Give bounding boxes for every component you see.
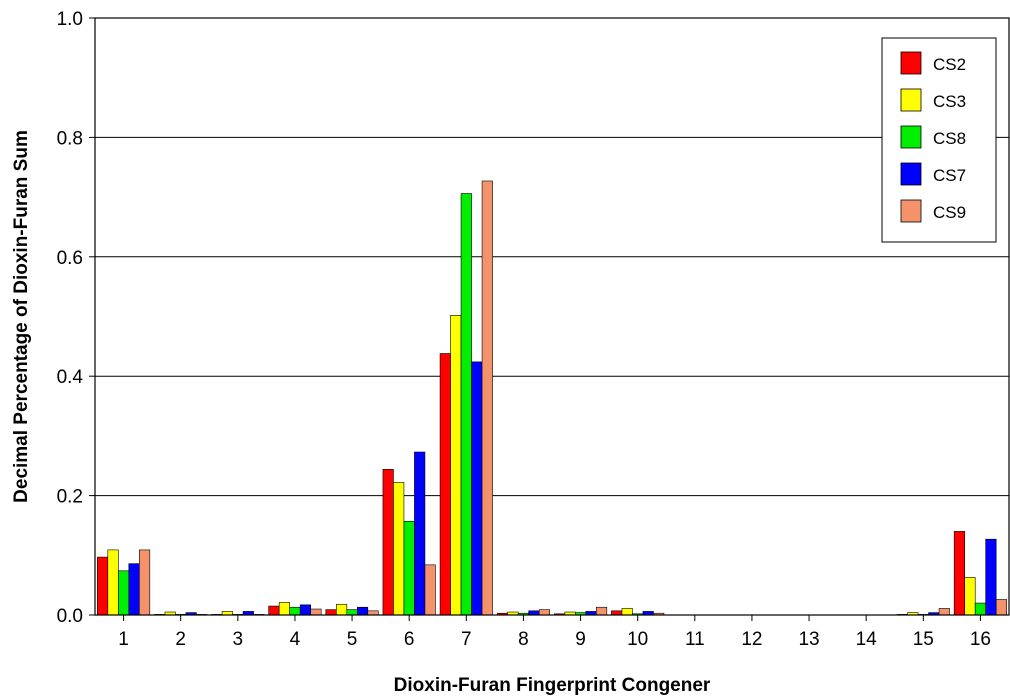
bar-cs9-1 bbox=[139, 549, 151, 616]
legend-label-cs8: CS8 bbox=[933, 129, 966, 148]
x-tick-label: 6 bbox=[404, 629, 415, 650]
x-tick-label: 9 bbox=[575, 629, 586, 650]
bar-cs7-1 bbox=[128, 563, 140, 616]
gridlines bbox=[95, 136, 1009, 497]
legend-swatch-cs9 bbox=[900, 199, 922, 223]
bar-cs3-1 bbox=[107, 549, 119, 616]
bar-cs9-16 bbox=[995, 599, 1007, 616]
y-tick-label: 0.6 bbox=[57, 248, 83, 269]
y-axis-title: Decimal Percentage of Dioxin-Furan Sum bbox=[11, 130, 32, 503]
bar-cs2-5 bbox=[325, 609, 337, 616]
legend-swatch-cs3 bbox=[900, 88, 922, 112]
x-tick-label: 2 bbox=[175, 629, 186, 650]
bar-cs3-7 bbox=[450, 315, 462, 616]
bar-cs3-4 bbox=[278, 602, 290, 616]
bar-cs9-4 bbox=[310, 608, 322, 616]
y-tick-label: 0.0 bbox=[57, 606, 83, 627]
bar-cs7-8 bbox=[528, 610, 540, 616]
x-tick-label: 13 bbox=[798, 629, 819, 650]
x-tick-label: 10 bbox=[627, 629, 648, 650]
x-axis-title: Dioxin-Furan Fingerprint Congener bbox=[394, 675, 711, 696]
bar-cs8-4 bbox=[289, 606, 301, 616]
y-tick-label: 0.8 bbox=[57, 128, 83, 149]
x-axis-ticks: 1 2 3 4 5 6 7 8 9 10 11 12 13 14 15 16 bbox=[118, 615, 991, 650]
x-tick-label: 15 bbox=[913, 629, 934, 650]
legend-label-cs2: CS2 bbox=[933, 55, 966, 74]
bar-cs3-6 bbox=[393, 482, 405, 616]
x-tick-label: 1 bbox=[118, 629, 129, 650]
bar-cs9-15 bbox=[938, 608, 950, 616]
bar-cs2-7 bbox=[439, 353, 451, 616]
bar-cs2-1 bbox=[97, 556, 109, 616]
bar-cs2-10 bbox=[611, 610, 623, 616]
bar-cs8-5 bbox=[346, 609, 358, 616]
bar-cs2-16 bbox=[953, 531, 965, 616]
bar-cs7-16 bbox=[985, 538, 997, 616]
bar-cs2-4 bbox=[268, 605, 280, 616]
y-tick-label: 1.0 bbox=[57, 9, 83, 30]
bar-cs3-16 bbox=[964, 577, 976, 616]
x-tick-label: 8 bbox=[518, 629, 529, 650]
bar-cs8-1 bbox=[118, 570, 130, 616]
bar-cs7-6 bbox=[414, 451, 426, 616]
legend-swatch-cs7 bbox=[900, 162, 922, 186]
bar-cs7-7 bbox=[471, 361, 483, 616]
x-tick-label: 11 bbox=[685, 629, 705, 650]
legend-label-cs7: CS7 bbox=[933, 166, 966, 185]
y-axis-ticks: 0.0 0.2 0.4 0.6 0.8 1.0 bbox=[57, 9, 95, 627]
bar-cs2-6 bbox=[382, 469, 394, 616]
legend-swatch-cs8 bbox=[900, 125, 922, 149]
x-tick-label: 12 bbox=[741, 629, 762, 650]
legend-label-cs3: CS3 bbox=[933, 92, 966, 111]
x-tick-label: 16 bbox=[970, 629, 991, 650]
bar-cs8-16 bbox=[974, 602, 986, 616]
bar-cs3-5 bbox=[336, 603, 348, 616]
bar-cs8-6 bbox=[403, 520, 415, 616]
plot-area bbox=[94, 17, 1010, 616]
bar-cs9-5 bbox=[367, 610, 379, 616]
x-tick-label: 5 bbox=[347, 629, 358, 650]
legend-label-cs9: CS9 bbox=[933, 203, 966, 222]
bar-cs8-7 bbox=[460, 193, 472, 616]
bar-cs9-9 bbox=[596, 606, 608, 616]
x-tick-label: 7 bbox=[461, 629, 472, 650]
x-tick-label: 3 bbox=[233, 629, 244, 650]
bar-cs7-4 bbox=[299, 604, 311, 616]
bar-cs9-6 bbox=[424, 564, 436, 616]
bars bbox=[97, 180, 1007, 616]
bar-cs9-8 bbox=[538, 609, 550, 616]
bar-cs9-7 bbox=[481, 180, 493, 616]
legend: CS2 CS3 CS8 CS7 CS9 bbox=[881, 37, 997, 243]
legend-swatch-cs2 bbox=[900, 51, 922, 75]
bar-cs3-10 bbox=[621, 608, 633, 616]
y-tick-label: 0.4 bbox=[57, 367, 84, 388]
y-tick-label: 0.2 bbox=[57, 487, 83, 508]
x-tick-label: 4 bbox=[290, 629, 301, 650]
x-tick-label: 14 bbox=[856, 629, 878, 650]
bar-cs7-5 bbox=[357, 606, 369, 616]
